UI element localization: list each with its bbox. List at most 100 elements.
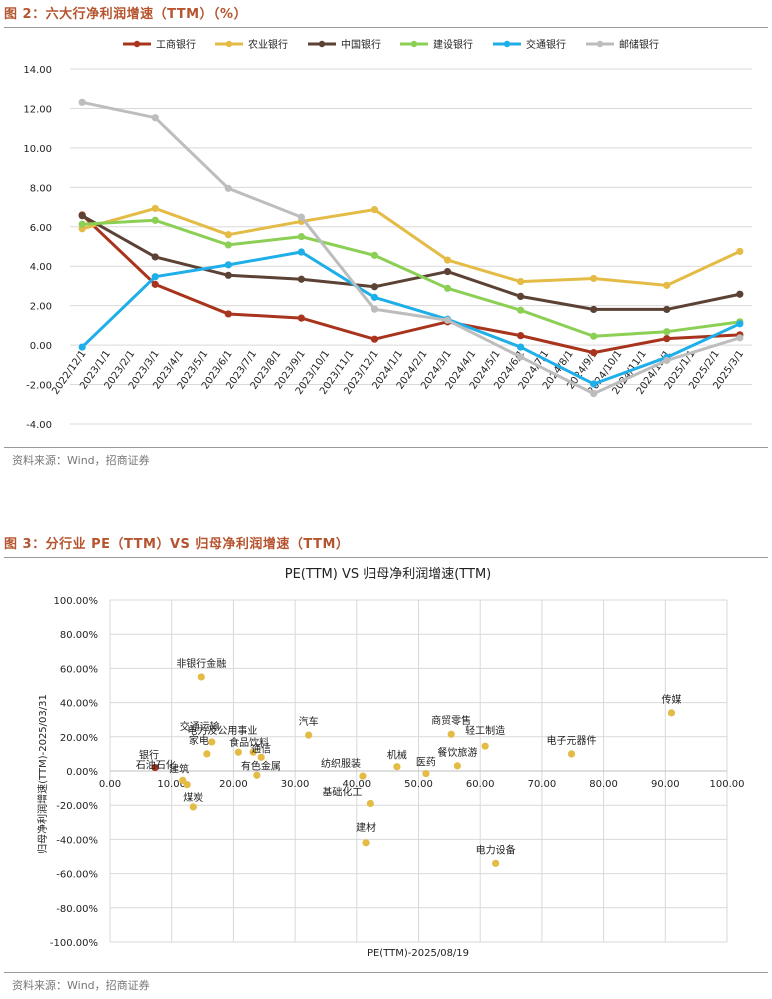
y-tick-label: 40.00% bbox=[60, 699, 98, 710]
scatter-point-label: 电子元器件 bbox=[547, 734, 597, 747]
y-tick-label: -20.00% bbox=[56, 801, 98, 812]
scatter-point-label: 汽车 bbox=[299, 715, 319, 728]
series-point bbox=[443, 284, 452, 292]
scatter-point bbox=[249, 748, 257, 756]
scatter-point-label: 轻工制造 bbox=[465, 724, 505, 737]
series-point bbox=[517, 353, 525, 361]
scatter-point bbox=[151, 763, 159, 772]
series-point bbox=[78, 343, 86, 351]
legend-marker bbox=[410, 40, 418, 48]
scatter-point-label: 电力设备 bbox=[476, 843, 516, 856]
series-point bbox=[151, 216, 159, 224]
series-point bbox=[370, 206, 379, 214]
scatter-point-label: 电力及公用事业 bbox=[187, 724, 257, 737]
scatter-point bbox=[359, 772, 367, 780]
scatter-point-label: 传媒 bbox=[661, 694, 681, 706]
figure3-title: 图 3：分行业 PE（TTM）VS 归母净利润增速（TTM） bbox=[4, 537, 350, 552]
line-chart: -4.00 -2.00 0.00 2.00 4.00 6.00 8.00 10.00 12.00… bbox=[23, 38, 752, 431]
legend-label: 农业银行 bbox=[248, 38, 288, 51]
legend-label: 工商银行 bbox=[156, 38, 196, 51]
figure3-title-rule bbox=[4, 557, 768, 558]
legend-marker bbox=[133, 40, 141, 48]
series-point bbox=[297, 233, 305, 241]
scatter-point-label: 煤炭 bbox=[183, 791, 203, 804]
series-point bbox=[590, 380, 598, 388]
figure2-bottom-rule bbox=[4, 447, 768, 448]
scatter-point-label: 建材 bbox=[356, 821, 376, 834]
series-point bbox=[517, 332, 525, 340]
scatter-point-label: 银行 bbox=[139, 749, 159, 762]
y-tick-label: 0.00 bbox=[30, 341, 52, 352]
scatter-point bbox=[189, 803, 197, 811]
series-point bbox=[663, 328, 671, 336]
scatter-point-label: 医药 bbox=[416, 757, 436, 769]
series-point bbox=[297, 314, 305, 322]
x-tick-label: 60.00 bbox=[466, 779, 495, 790]
legend-marker bbox=[503, 40, 511, 48]
scatter-point-label: 家电 bbox=[189, 734, 209, 747]
series-point bbox=[370, 251, 379, 259]
series-point bbox=[78, 220, 86, 228]
series-line bbox=[81, 206, 741, 287]
scatter-point-label: 商贸零售 bbox=[431, 714, 471, 727]
scatter-point bbox=[208, 738, 216, 746]
y-tick-label: 80.00% bbox=[60, 630, 98, 641]
scatter-point bbox=[362, 839, 370, 847]
scatter-point bbox=[492, 859, 500, 867]
y-tick-label: -100.00% bbox=[50, 938, 98, 949]
x-tick-label: 20.00 bbox=[219, 779, 248, 790]
series-point bbox=[517, 343, 525, 351]
x-tick-label: 90.00 bbox=[651, 779, 680, 790]
y-tick-label: -4.00 bbox=[26, 420, 52, 431]
series-point bbox=[590, 332, 598, 340]
scatter-point bbox=[481, 742, 489, 750]
y-tick-label: 6.00 bbox=[30, 223, 52, 234]
series-point bbox=[370, 293, 379, 301]
line-chart-gridlines bbox=[70, 68, 752, 425]
line-chart-series bbox=[78, 98, 744, 398]
figure3-source: 资料来源：Wind，招商证券 bbox=[12, 979, 150, 992]
scatter-y-axis-label: 归母净利润增速(TTM)-2025/03/31 bbox=[36, 694, 49, 854]
y-tick-label: -60.00% bbox=[56, 870, 98, 881]
legend-label: 邮储银行 bbox=[619, 38, 659, 51]
legend-label: 中国银行 bbox=[341, 38, 381, 51]
series-point bbox=[224, 261, 232, 269]
series-point bbox=[590, 349, 598, 357]
series-point bbox=[517, 306, 525, 314]
series-line bbox=[81, 250, 741, 386]
scatter-point bbox=[567, 750, 576, 758]
scatter-chart-y-tick-labels: -100.00% -80.00% -60.00% -40.00% -20.00% 0.00… bbox=[50, 596, 98, 949]
series-line bbox=[81, 100, 741, 396]
x-tick-label: 10.00 bbox=[157, 779, 186, 790]
x-tick-label: 70.00 bbox=[528, 779, 557, 790]
y-tick-label: 14.00 bbox=[23, 65, 52, 76]
x-tick-label: 100.00 bbox=[710, 779, 745, 790]
series-point bbox=[224, 310, 232, 318]
series-point bbox=[517, 292, 525, 300]
series-point bbox=[663, 335, 671, 343]
y-tick-label: 4.00 bbox=[30, 262, 52, 273]
x-tick-label: 30.00 bbox=[281, 779, 310, 790]
figure2-source: 资料来源：Wind，招商证券 bbox=[12, 454, 150, 467]
scatter-point bbox=[305, 731, 313, 739]
series-point bbox=[736, 320, 744, 328]
y-tick-label: 12.00 bbox=[23, 104, 52, 115]
y-tick-label: 8.00 bbox=[30, 183, 52, 194]
scatter-point bbox=[366, 799, 374, 808]
scatter-chart-gridlines bbox=[109, 599, 728, 943]
series-point bbox=[151, 114, 159, 122]
series-point bbox=[151, 204, 159, 213]
series-point bbox=[736, 290, 744, 298]
series-point bbox=[736, 247, 744, 256]
scatter-point bbox=[203, 750, 211, 758]
scatter-point bbox=[253, 771, 261, 779]
y-tick-label: -40.00% bbox=[56, 835, 98, 846]
figure2-title: 图 2：六大行净利润增速（TTM）（%） bbox=[4, 7, 248, 22]
series-point bbox=[297, 248, 305, 256]
scatter-point bbox=[393, 763, 401, 771]
figure3-bottom-rule bbox=[4, 972, 768, 973]
scatter-point bbox=[234, 748, 242, 756]
scatter-chart-title: PE(TTM) VS 归母净利润增速(TTM) bbox=[285, 567, 492, 582]
series-point bbox=[224, 231, 232, 239]
